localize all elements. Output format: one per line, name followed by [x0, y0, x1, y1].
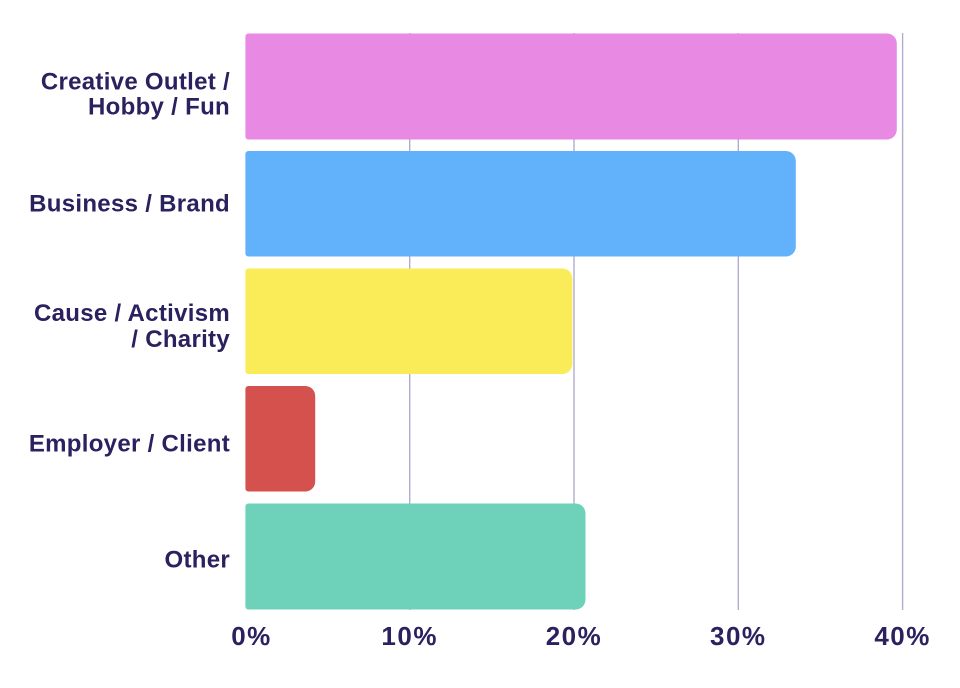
svg-text:10%: 10% — [381, 621, 438, 651]
svg-text:30%: 30% — [710, 621, 767, 651]
svg-text:Business / Brand: Business / Brand — [29, 190, 230, 217]
svg-text:Creative Outlet /: Creative Outlet / — [41, 69, 230, 96]
svg-text:Employer / Client: Employer / Client — [29, 431, 230, 458]
svg-text:Other: Other — [164, 547, 230, 574]
svg-text:Hobby / Fun: Hobby / Fun — [88, 94, 230, 121]
svg-text:/ Charity: / Charity — [131, 326, 230, 353]
svg-text:0%: 0% — [231, 621, 272, 651]
svg-text:Cause / Activism: Cause / Activism — [34, 300, 230, 327]
svg-text:20%: 20% — [546, 621, 603, 651]
svg-text:40%: 40% — [874, 621, 931, 651]
